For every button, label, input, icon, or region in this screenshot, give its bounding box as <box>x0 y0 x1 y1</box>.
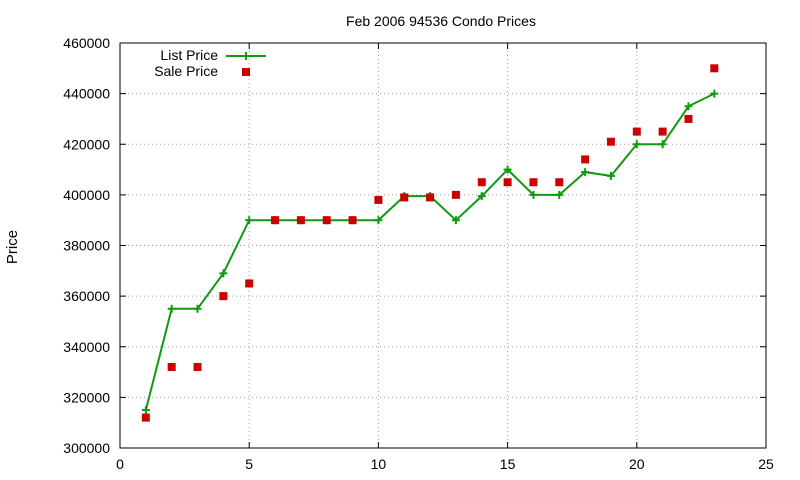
axis-ticks <box>119 42 767 449</box>
legend-marker-list-price <box>242 52 250 60</box>
list-price-point <box>245 216 254 225</box>
sale-price-point <box>606 137 615 146</box>
sale-price-point <box>426 193 435 202</box>
legend-label-list-price: List Price <box>160 47 218 63</box>
y-tick-label: 420000 <box>63 136 110 152</box>
sale-price-point <box>193 363 202 371</box>
legend: List Price Sale Price <box>154 47 266 79</box>
list-price-point <box>684 102 693 111</box>
y-tick-label: 380000 <box>63 238 110 254</box>
list-price-point <box>141 406 150 415</box>
sale-price-point <box>219 292 228 301</box>
y-tick-label: 340000 <box>63 339 110 355</box>
list-price-point <box>581 168 590 177</box>
y-axis-label: Price <box>4 230 21 264</box>
sale-price-point <box>167 363 176 371</box>
sale-price-point <box>322 216 331 225</box>
sale-price-point <box>374 195 383 204</box>
sale-price-point <box>271 216 280 225</box>
x-tick-label: 5 <box>245 456 253 472</box>
sale-price-point <box>581 155 590 164</box>
x-tick-label: 20 <box>629 456 645 472</box>
sale-price-point <box>503 178 512 187</box>
sale-price-point <box>451 190 460 199</box>
list-price-point <box>477 192 486 201</box>
sale-price-point <box>245 279 254 288</box>
legend-swatch-list-price <box>226 52 266 60</box>
y-tick-label: 400000 <box>63 187 110 203</box>
sale-price-point <box>555 178 564 187</box>
y-tick-label: 320000 <box>63 389 110 405</box>
y-tick-label: 360000 <box>63 288 110 304</box>
x-tick-label: 0 <box>116 456 124 472</box>
y-tick-label: 440000 <box>63 86 110 102</box>
x-tick-label: 15 <box>500 456 516 472</box>
grid <box>120 43 766 448</box>
list-price-point <box>606 171 615 180</box>
sale-price-point <box>632 127 641 136</box>
legend-swatch-sale-price <box>242 68 250 76</box>
list-price-point <box>710 89 719 98</box>
legend-marker-sale-price <box>242 68 250 76</box>
legend-label-sale-price: Sale Price <box>154 63 218 79</box>
list-price-point <box>658 140 667 149</box>
x-tick-label: 25 <box>758 456 774 472</box>
list-price-point <box>529 190 538 199</box>
list-price-point <box>451 216 460 225</box>
sale-price-point <box>710 64 719 73</box>
sale-price-point <box>684 114 693 123</box>
sale-price-point <box>296 216 305 225</box>
list-price-point <box>555 190 564 199</box>
list-price-point <box>167 304 176 313</box>
list-price-point <box>219 269 228 278</box>
sale-price-point <box>141 413 150 422</box>
sale-price-point <box>477 178 486 187</box>
tick-labels: 0 5 10 15 20 25 300000 320000 340000 360000 380000… <box>63 35 774 472</box>
series <box>141 64 719 422</box>
sale-price-point <box>658 127 667 136</box>
sale-price-point <box>529 178 538 187</box>
x-tick-label: 10 <box>371 456 387 472</box>
list-price-point <box>503 165 512 174</box>
sale-price-point <box>348 216 357 225</box>
list-price-point <box>632 140 641 149</box>
chart-title: Feb 2006 94536 Condo Prices <box>346 13 536 29</box>
y-tick-label: 460000 <box>63 35 110 51</box>
list-price-point <box>193 304 202 313</box>
y-tick-label: 300000 <box>63 440 110 456</box>
list-price-point <box>374 216 383 225</box>
list-price-line <box>144 92 715 411</box>
sale-price-point <box>400 193 409 202</box>
